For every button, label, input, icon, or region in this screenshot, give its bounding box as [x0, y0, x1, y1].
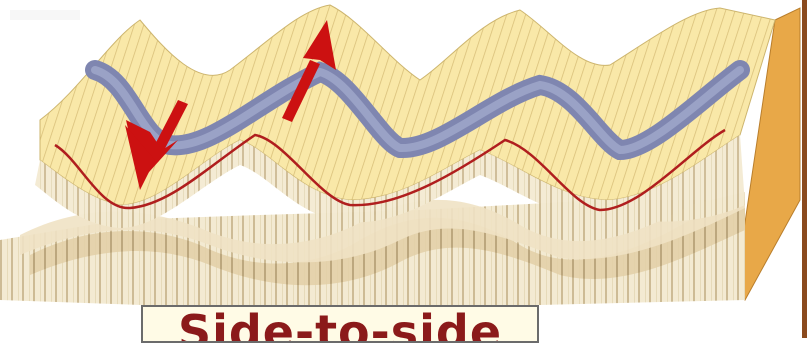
frame-edge: [802, 0, 807, 338]
down-arrow-icon: [125, 100, 188, 190]
trace-line: [54, 128, 726, 212]
up-arrow-icon: [282, 20, 336, 122]
caption-box: Side-to-side: [141, 305, 539, 343]
caption-text: Side-to-side: [177, 305, 503, 343]
fold-front-face: [35, 135, 745, 228]
front-face-pale-layer: [20, 192, 745, 263]
top-surface: [39, 4, 776, 206]
watermark-area: [10, 10, 80, 20]
